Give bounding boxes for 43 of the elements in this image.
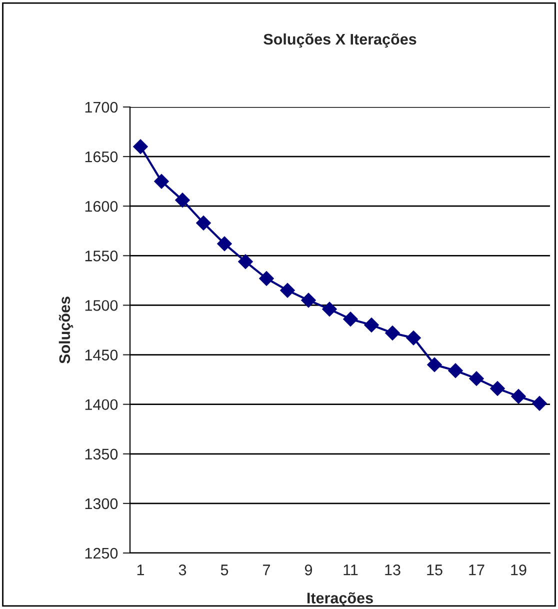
y-tick-label: 1300 xyxy=(85,498,118,510)
x-tick-label: 17 xyxy=(469,564,484,576)
x-tick-label: 7 xyxy=(263,564,270,576)
y-tick-label: 1600 xyxy=(85,200,118,212)
point xyxy=(175,192,190,208)
point xyxy=(301,292,316,308)
x-tick-label: 15 xyxy=(427,564,442,576)
y-tick-label: 1250 xyxy=(85,548,118,559)
x-tick-label: 5 xyxy=(220,564,228,576)
point xyxy=(238,254,253,270)
point xyxy=(217,236,232,252)
x-axis-title: Iterações xyxy=(307,592,373,606)
x-tick-label: 1 xyxy=(137,564,144,576)
x-tick-label: 9 xyxy=(304,564,312,576)
y-tick-label: 1700 xyxy=(85,102,118,113)
point xyxy=(154,174,169,189)
y-tick-label: 1350 xyxy=(85,448,118,460)
point xyxy=(490,381,505,396)
x-tick-label: 13 xyxy=(385,564,400,576)
point xyxy=(511,389,526,404)
y-tick-label: 1450 xyxy=(85,350,118,360)
y-tick-label: 1650 xyxy=(85,151,118,162)
y-tick-label: 1550 xyxy=(85,250,118,262)
x-tick-label: 11 xyxy=(344,564,358,576)
point xyxy=(322,302,337,317)
point xyxy=(469,371,484,386)
point xyxy=(259,271,274,286)
point xyxy=(343,312,358,326)
point xyxy=(406,330,421,346)
point xyxy=(532,396,547,411)
point xyxy=(280,282,295,298)
point xyxy=(133,139,148,154)
y-tick-label: 1500 xyxy=(85,300,118,311)
point xyxy=(448,363,463,378)
point xyxy=(196,216,211,230)
x-tick-label: 19 xyxy=(511,564,526,576)
point xyxy=(427,357,442,372)
point xyxy=(385,326,400,340)
point xyxy=(364,318,379,332)
y-tick-label: 1400 xyxy=(85,399,118,410)
y-axis-title: Soluções xyxy=(58,296,74,364)
chart-title: Soluções X Iterações xyxy=(264,33,416,48)
x-tick-label: 3 xyxy=(178,564,186,576)
